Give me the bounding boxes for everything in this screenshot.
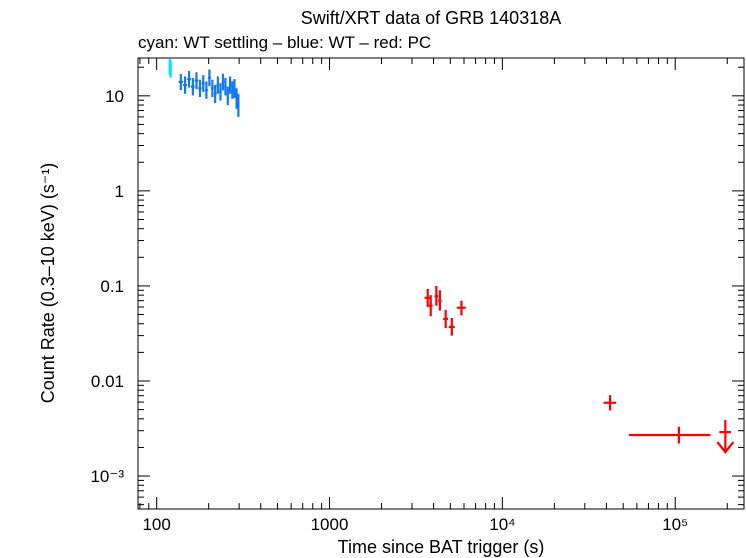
series-1: [178, 69, 240, 117]
data-point: [428, 295, 433, 317]
y-tick-label: 1: [115, 182, 124, 201]
y-axis-label: Count Rate (0.3–10 keV) (s⁻¹): [38, 163, 58, 404]
x-tick-label: 10⁵: [662, 515, 688, 534]
axis-ticks: [138, 58, 744, 509]
data-point: [438, 290, 442, 311]
y-tick-label: 0.1: [100, 277, 124, 296]
data-point: [221, 73, 225, 91]
data-point: [207, 69, 211, 87]
data-point: [169, 60, 172, 78]
data-point: [603, 395, 617, 411]
data-point: [219, 83, 222, 101]
data-point: [190, 78, 195, 96]
data-point: [228, 76, 232, 94]
data-point: [226, 86, 229, 106]
data-point: [182, 76, 188, 94]
data-point: [235, 88, 238, 109]
data-point: [237, 93, 240, 117]
y-tick-label: 0.01: [91, 372, 124, 391]
series-0: [168, 58, 172, 78]
series-2: [424, 285, 735, 454]
x-tick-label: 10⁴: [489, 515, 515, 534]
upper-limit-point: [716, 420, 735, 454]
upper-limit-arrowhead: [716, 441, 735, 454]
chart-title: Swift/XRT data of GRB 140318A: [301, 8, 561, 28]
data-point: [216, 76, 220, 94]
data-point: [231, 81, 234, 99]
data-point: [210, 79, 214, 98]
data-point: [178, 73, 183, 91]
data-point: [434, 285, 439, 306]
x-tick-label: 100: [142, 515, 170, 534]
y-tick-label: 10: [105, 87, 124, 106]
data-point: [628, 426, 711, 444]
x-axis-label: Time since BAT trigger (s): [338, 537, 545, 557]
data-point: [443, 309, 449, 329]
data-point: [448, 317, 455, 336]
chart-subtitle: cyan: WT settling – blue: WT – red: PC: [138, 33, 431, 52]
data-series: [168, 58, 735, 454]
y-tick-label: 10⁻³: [90, 467, 124, 486]
data-point: [224, 78, 227, 96]
data-point: [204, 81, 208, 99]
data-point: [198, 79, 202, 98]
data-point: [233, 79, 236, 98]
plot-frame: [137, 57, 745, 510]
data-point: [194, 72, 199, 89]
x-tick-label: 1000: [311, 515, 349, 534]
x-tick-labels: 100 1000 10⁴ 10⁵: [142, 515, 688, 534]
data-point: [213, 84, 217, 104]
data-point: [187, 70, 191, 88]
y-tick-labels: 10 1 0.1 0.01 10⁻³: [90, 87, 124, 486]
data-point: [201, 75, 205, 92]
data-point: [456, 300, 466, 316]
